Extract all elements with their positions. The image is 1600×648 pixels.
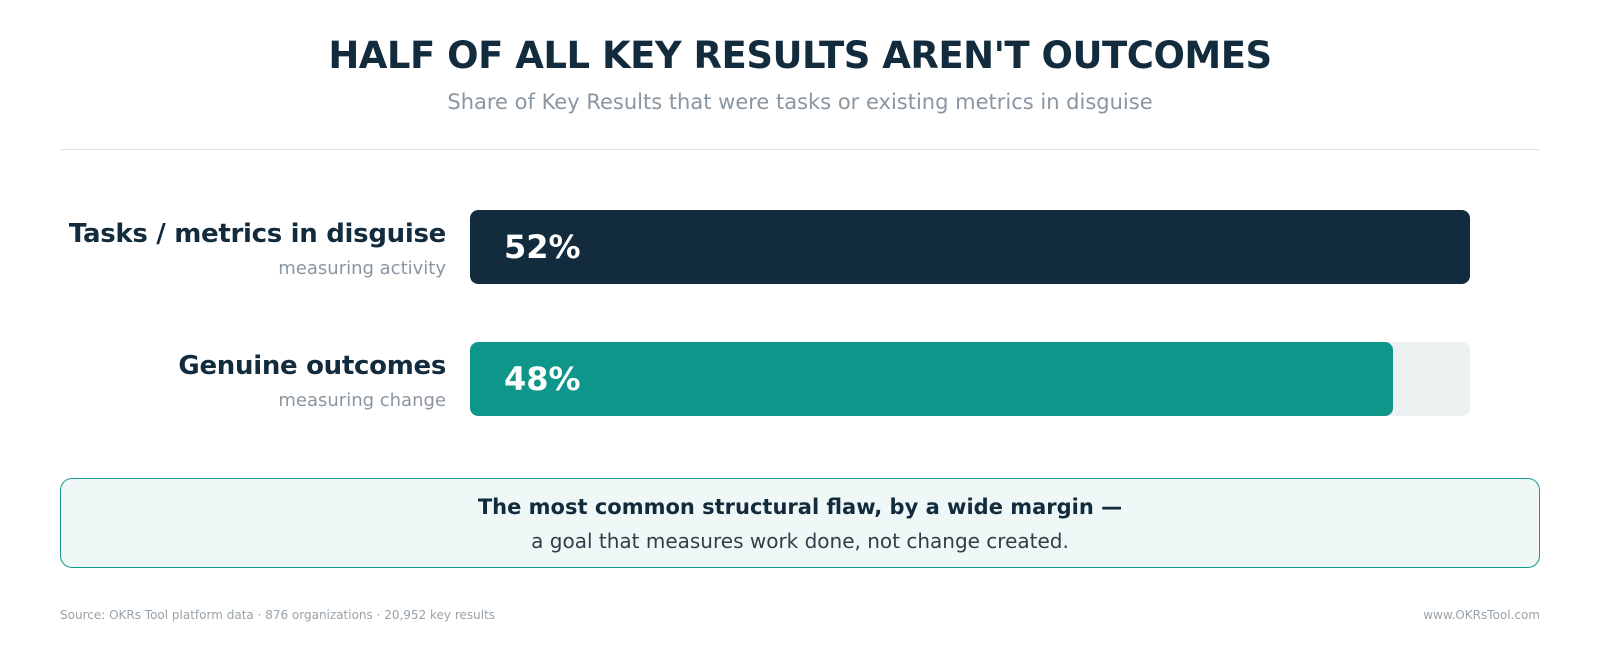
- bar-tasks: 52%: [470, 210, 1470, 284]
- chart-title: HALF OF ALL KEY RESULTS AREN'T OUTCOMES: [328, 34, 1272, 77]
- bar-row-tasks: Tasks / metrics in disguise measuring ac…: [0, 210, 1600, 284]
- header-divider: [60, 149, 1540, 150]
- bar-row-outcomes: Genuine outcomes measuring change 48%: [0, 342, 1600, 416]
- bar-value-label: 52%: [504, 228, 581, 266]
- callout-body: a goal that measures work done, not chan…: [531, 529, 1069, 553]
- website-link[interactable]: www.OKRsTool.com: [1423, 608, 1540, 622]
- callout-box: The most common structural flaw, by a wi…: [60, 478, 1540, 568]
- bar-track: 48%: [470, 342, 1470, 416]
- bar-outcomes: 48%: [470, 342, 1394, 416]
- chart-subtitle: Share of Key Results that were tasks or …: [447, 90, 1153, 114]
- category-label: Tasks / metrics in disguise: [68, 219, 446, 249]
- category-sublabel: measuring change: [278, 390, 446, 411]
- source-note: Source: OKRs Tool platform data · 876 or…: [60, 608, 496, 622]
- callout-headline: The most common structural flaw, by a wi…: [477, 495, 1123, 519]
- bar-track: 52%: [470, 210, 1470, 284]
- category-sublabel: measuring activity: [278, 258, 446, 279]
- bar-value-label: 48%: [504, 360, 581, 398]
- category-label: Genuine outcomes: [178, 351, 446, 381]
